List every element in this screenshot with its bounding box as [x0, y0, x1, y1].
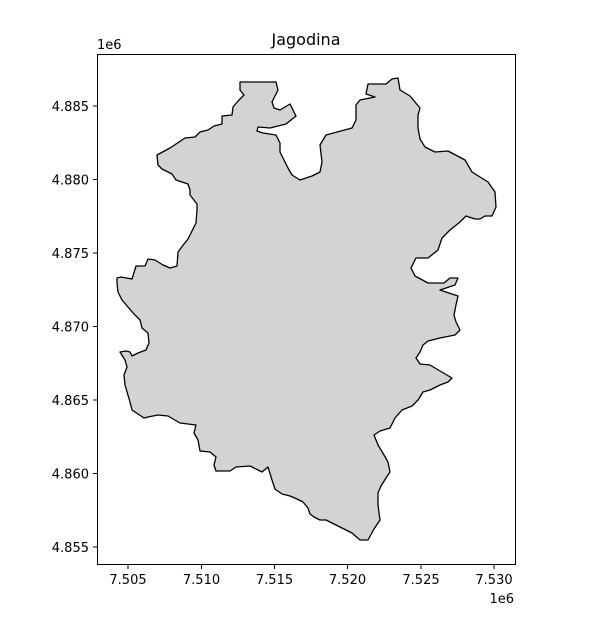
x-tick-label: 7.515	[256, 573, 293, 588]
chart-title: Jagodina	[270, 30, 340, 49]
y-tick-label: 4.855	[52, 541, 89, 556]
y-tick-label: 4.880	[52, 174, 89, 189]
y-tick-label: 4.865	[52, 394, 89, 409]
axes-frame	[97, 54, 516, 565]
x-tick-label: 7.525	[402, 573, 439, 588]
y-axis-offset-label: 1e6	[97, 38, 122, 53]
x-tick-label: 7.510	[183, 573, 220, 588]
y-tick-label: 4.875	[52, 247, 89, 262]
x-axis: 7.505 7.510 7.515 7.520 7.525 7.530 1e6	[109, 564, 514, 607]
x-tick-label: 7.520	[329, 573, 366, 588]
x-tick-label: 7.505	[109, 573, 146, 588]
y-tick-label: 4.870	[52, 321, 89, 336]
y-tick-label: 4.860	[52, 468, 89, 483]
x-tick-label: 7.530	[475, 573, 512, 588]
y-axis: 4.885 4.880 4.875 4.870 4.865 4.860 4.85…	[52, 38, 122, 556]
jagodina-region	[116, 77, 497, 541]
y-tick-label: 4.885	[52, 100, 89, 115]
x-axis-offset-label: 1e6	[489, 592, 514, 607]
